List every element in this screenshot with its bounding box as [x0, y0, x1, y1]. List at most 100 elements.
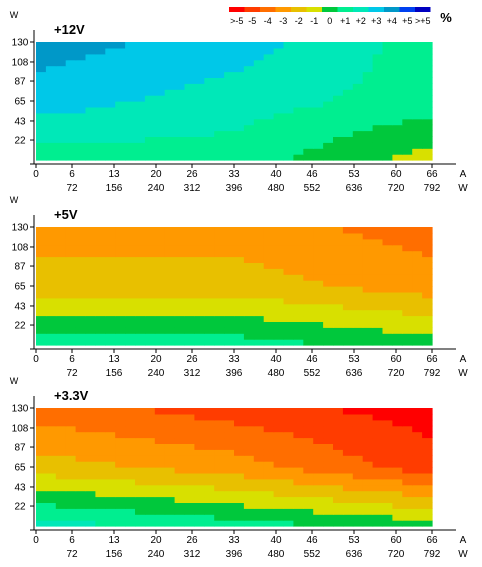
heatmap-cell	[402, 490, 413, 498]
heatmap-cell	[243, 333, 255, 340]
heatmap-cell	[224, 250, 235, 258]
heatmap-cell	[392, 118, 403, 126]
heatmap-cell	[283, 291, 294, 299]
heatmap-cell	[333, 256, 344, 263]
heatmap-cell	[204, 455, 215, 462]
heatmap-cell	[224, 244, 235, 252]
heatmap-cell	[273, 484, 285, 492]
heatmap-cell	[352, 467, 364, 474]
heatmap-cell	[323, 124, 334, 132]
heatmap-cell	[75, 118, 87, 126]
y-tick-label: 130	[12, 38, 29, 49]
heatmap-cell	[382, 496, 393, 503]
heatmap-cell	[243, 449, 255, 456]
heatmap-cell	[412, 303, 423, 311]
heatmap-cell	[392, 53, 403, 61]
heatmap-cell	[174, 112, 186, 120]
heatmap-cell	[313, 303, 324, 311]
heatmap-cell	[85, 339, 96, 346]
heatmap-cell	[234, 321, 245, 328]
heatmap-cell	[313, 327, 324, 334]
heatmap-cell	[273, 425, 285, 433]
heatmap-cell	[115, 124, 126, 132]
heatmap-cell	[372, 118, 384, 126]
heatmap-cell	[85, 42, 96, 49]
heatmap-cell	[55, 244, 67, 252]
heatmap-cell	[392, 484, 403, 492]
heatmap-cell	[234, 53, 245, 61]
heatmap-cell	[412, 502, 423, 509]
heatmap-cell	[303, 443, 314, 450]
heatmap-cell	[164, 268, 176, 275]
heatmap-cell	[273, 339, 285, 346]
heatmap-cell	[194, 232, 205, 240]
heatmap-cell	[194, 425, 205, 433]
heatmap-cell	[36, 250, 47, 258]
heatmap-cell	[313, 437, 324, 444]
heatmap-cell	[293, 419, 304, 427]
heatmap-cell	[135, 484, 146, 492]
heatmap-cell	[392, 112, 403, 120]
heatmap-cell	[402, 315, 413, 322]
heatmap-cell	[36, 484, 47, 492]
heatmap-cell	[135, 83, 146, 90]
heatmap-cell	[65, 280, 77, 287]
heatmap-cell	[135, 461, 146, 468]
heatmap-cell	[263, 333, 275, 340]
heatmap-cell	[313, 315, 324, 322]
heatmap-cell	[75, 89, 87, 96]
heatmap-cell	[283, 333, 294, 340]
heatmap-cell	[75, 413, 87, 421]
heatmap-cell	[184, 431, 195, 439]
heatmap-cell	[412, 106, 423, 114]
heatmap-cell	[323, 333, 334, 340]
heatmap-cell	[154, 232, 166, 240]
heatmap-cell	[65, 136, 77, 143]
heatmap-cell	[243, 142, 255, 149]
heatmap-cell	[263, 419, 275, 427]
heatmap-cell	[234, 262, 245, 269]
heatmap-cell	[174, 148, 186, 155]
heatmap-cell	[184, 315, 195, 322]
heatmap-cell	[372, 437, 384, 444]
heatmap-cell	[45, 244, 57, 252]
heatmap-cell	[392, 321, 403, 328]
heatmap-cell	[204, 514, 215, 521]
heatmap-cell	[65, 333, 77, 340]
heatmap-cell	[194, 286, 205, 293]
heatmap-cell	[184, 425, 195, 433]
heatmap-cell	[85, 59, 96, 67]
heatmap-cell	[164, 315, 176, 322]
heatmap-cell	[234, 274, 245, 281]
heatmap-cell	[402, 268, 413, 275]
heatmap-cell	[105, 142, 116, 149]
heatmap-cell	[184, 112, 195, 120]
heatmap-cell	[323, 268, 334, 275]
heatmap-cell	[372, 408, 384, 415]
heatmap-cell	[204, 508, 215, 515]
heatmap-cell	[55, 339, 67, 346]
heatmap-cell	[45, 472, 57, 480]
heatmap-cell	[125, 437, 136, 444]
heatmap-cell	[263, 232, 275, 240]
heatmap-cell	[372, 95, 384, 102]
heatmap-cell	[184, 413, 195, 421]
x-secondary-tick-label: 552	[304, 368, 321, 379]
heatmap-cell	[174, 42, 186, 49]
heatmap-cell	[293, 514, 304, 521]
x-tick-label: 53	[348, 535, 360, 546]
heatmap-cell	[115, 256, 126, 263]
heatmap-cell	[224, 130, 235, 137]
heatmap-cell	[362, 262, 374, 269]
heatmap-cell	[392, 467, 403, 474]
heatmap-cell	[125, 467, 136, 474]
heatmap-cell	[422, 256, 433, 263]
heatmap-cell	[234, 327, 245, 334]
heatmap-cell	[194, 478, 205, 486]
heatmap-cell	[392, 315, 403, 322]
heatmap-cell	[382, 118, 393, 126]
heatmap-cell	[382, 321, 393, 328]
heatmap-cell	[263, 321, 275, 328]
heatmap-cell	[362, 274, 374, 281]
